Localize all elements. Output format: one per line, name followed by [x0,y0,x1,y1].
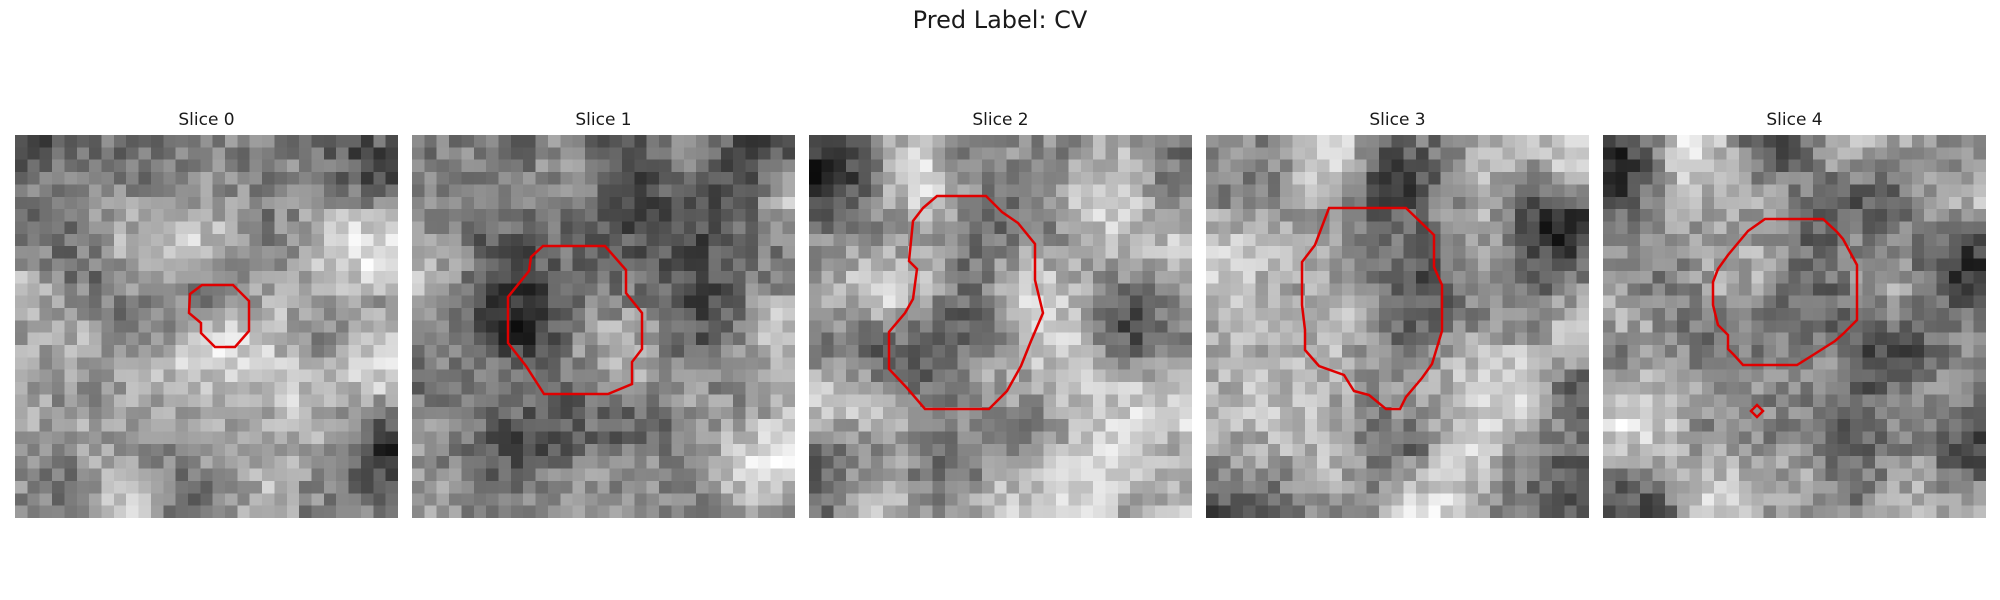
grayscale-heatmap [1206,135,1589,518]
segmentation-contour [1300,206,1444,411]
contour-overlay [887,194,1045,411]
slice-panel: Slice 2 [809,108,1192,518]
slice-image [809,135,1192,518]
slice-panel: Slice 3 [1206,108,1589,518]
panel-title: Slice 2 [972,110,1029,130]
segmentation-contour [1711,217,1859,367]
slice-panel: Slice 4 [1603,108,1986,518]
panel-title: Slice 0 [178,110,235,130]
contour-overlay [1300,206,1444,411]
segmentation-contour [187,283,251,349]
panel-title: Slice 1 [575,110,632,130]
contour-overlay [1711,217,1859,419]
segmentation-contour [506,244,644,396]
contour-overlay [187,283,251,349]
slice-image [1206,135,1589,518]
figure-title: Pred Label: CV [912,6,1088,34]
grayscale-heatmap [809,135,1192,518]
slice-panel: Slice 0 [15,108,398,518]
slice-panel: Slice 1 [412,108,795,518]
grayscale-heatmap [1603,135,1986,518]
slice-image [1603,135,1986,518]
contour-overlay [506,244,644,396]
segmentation-contour [887,194,1045,411]
small-contour-marker [1749,403,1765,419]
panel-title: Slice 4 [1766,110,1823,130]
panel-title: Slice 3 [1369,110,1426,130]
grayscale-heatmap [15,135,398,518]
slice-image [412,135,795,518]
slice-image [15,135,398,518]
grayscale-heatmap [412,135,795,518]
